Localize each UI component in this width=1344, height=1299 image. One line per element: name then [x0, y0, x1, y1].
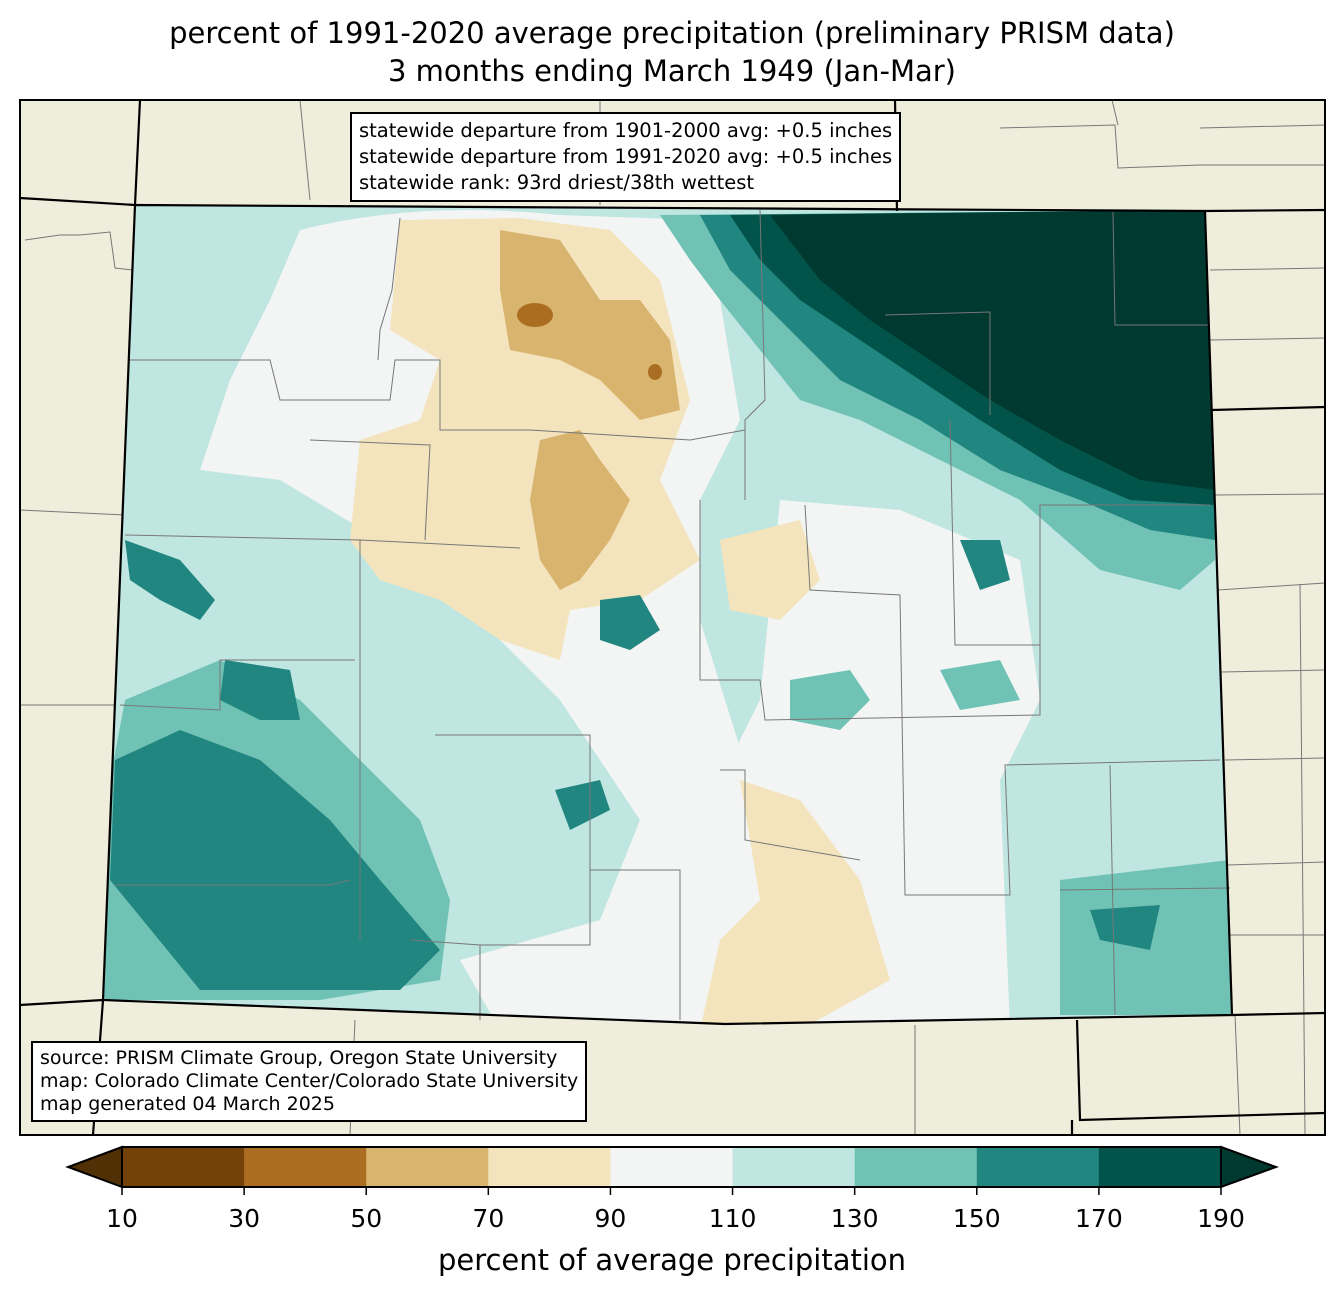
stats-rank: statewide rank: 93rd driest/38th wettest [359, 171, 755, 194]
colorbar-tick-label: 170 [1075, 1204, 1123, 1233]
colorbar-label: percent of average precipitation [437, 1243, 907, 1277]
colorbar-tick-label: 110 [708, 1204, 757, 1233]
colorbar-outline [121, 1146, 1222, 1188]
colorbar-tick-label: 150 [952, 1204, 1001, 1233]
colorbar-swatch [976, 1147, 1100, 1187]
colorbar-swatch [244, 1147, 367, 1187]
stats-departure-1901-2000: statewide departure from 1901-2000 avg: … [359, 119, 893, 142]
credits-generated: map generated 04 March 2025 [40, 1093, 335, 1115]
county-lines [115, 209, 1231, 1020]
map-title-line2: 3 months ending March 1949 (Jan-Mar) [388, 54, 956, 88]
precipitation-field [103, 205, 1232, 1024]
colorbar [65, 1145, 1279, 1195]
credits-map: map: Colorado Climate Center/Colorado St… [40, 1070, 579, 1092]
colorbar-tick-label: 30 [228, 1204, 261, 1233]
colorbar-swatch [854, 1147, 978, 1187]
colorbar-swatch [732, 1147, 856, 1187]
map-frame [19, 99, 1326, 1136]
colorbar-swatch [610, 1147, 734, 1187]
statewide-stats-box: statewide departure from 1901-2000 avg: … [350, 112, 902, 202]
colorbar-tick-label: 190 [1197, 1204, 1245, 1233]
map-title-line1: percent of 1991-2020 average precipitati… [169, 16, 1175, 50]
colorbar-under-arrow [65, 1145, 123, 1189]
colorbar-swatch [122, 1147, 245, 1187]
colorbar-swatch [366, 1147, 489, 1187]
credits-source: source: PRISM Climate Group, Oregon Stat… [40, 1047, 558, 1069]
neighbor-county-lines [19, 99, 1326, 1136]
colorbar-tick-label: 10 [106, 1204, 138, 1233]
colorbar-tick-label: 130 [830, 1204, 879, 1233]
credits-box: source: PRISM Climate Group, Oregon Stat… [31, 1041, 588, 1122]
stats-departure-1991-2020: statewide departure from 1991-2020 avg: … [359, 145, 893, 168]
colorbar-swatch [488, 1147, 611, 1187]
colorbar-tick-label: 50 [350, 1204, 383, 1233]
colorbar-tick-label: 90 [594, 1204, 627, 1233]
colorbar-over-arrow [1220, 1145, 1279, 1189]
colorbar-swatch [1098, 1147, 1222, 1187]
colorbar-tick-label: 70 [472, 1204, 505, 1233]
